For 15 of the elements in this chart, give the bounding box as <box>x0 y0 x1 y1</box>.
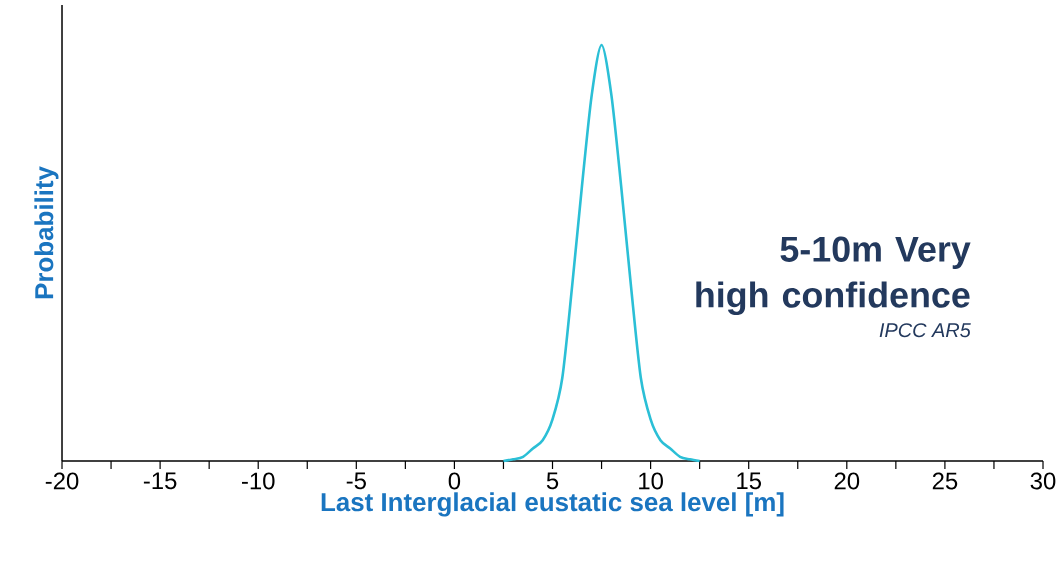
x-tick-label: -5 <box>346 472 366 490</box>
y-axis-title: Probability <box>34 166 59 299</box>
x-tick-label: -10 <box>241 472 275 490</box>
annotation: 5-10m Very high confidence <box>696 236 971 315</box>
x-tick-label: 5 <box>546 472 559 490</box>
x-tick-label: 25 <box>932 472 958 490</box>
x-tick-label: 10 <box>639 472 663 490</box>
x-tick-label: 15 <box>737 472 761 490</box>
x-tick-label: -15 <box>143 472 177 490</box>
x-tick-label: 30 <box>1030 472 1056 490</box>
annotation: IPCC AR5 <box>879 323 971 338</box>
x-tick-label: 0 <box>448 472 461 490</box>
x-tick-label: 20 <box>834 472 860 490</box>
x-tick-label: -20 <box>45 472 79 490</box>
x-axis-title: Last Interglacial eustatic sea level [m] <box>321 492 784 517</box>
